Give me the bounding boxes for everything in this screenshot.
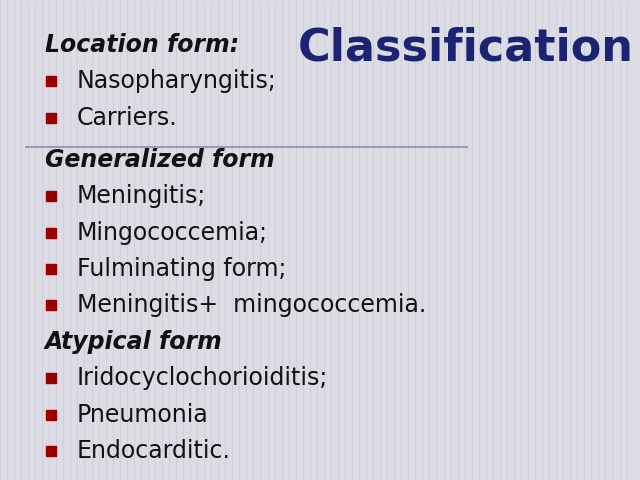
Text: Atypical form: Atypical form xyxy=(45,330,223,354)
Text: Generalized form: Generalized form xyxy=(45,147,275,171)
Text: Classification: Classification xyxy=(298,26,634,70)
Text: Meningitis;: Meningitis; xyxy=(77,184,206,208)
Text: Mingococcemia;: Mingococcemia; xyxy=(77,220,268,244)
Text: :: : xyxy=(176,330,184,354)
Text: Pneumonia: Pneumonia xyxy=(77,403,209,427)
Text: Endocarditic.: Endocarditic. xyxy=(77,439,230,463)
Text: Location form:: Location form: xyxy=(45,33,239,57)
Text: Meningitis+  mingococcemia.: Meningitis+ mingococcemia. xyxy=(77,293,426,317)
Text: Carriers.: Carriers. xyxy=(77,106,177,130)
Text: Fulminating form;: Fulminating form; xyxy=(77,257,286,281)
Text: Iridocyclochorioiditis;: Iridocyclochorioiditis; xyxy=(77,366,328,390)
Text: Nasopharyngitis;: Nasopharyngitis; xyxy=(77,69,276,93)
